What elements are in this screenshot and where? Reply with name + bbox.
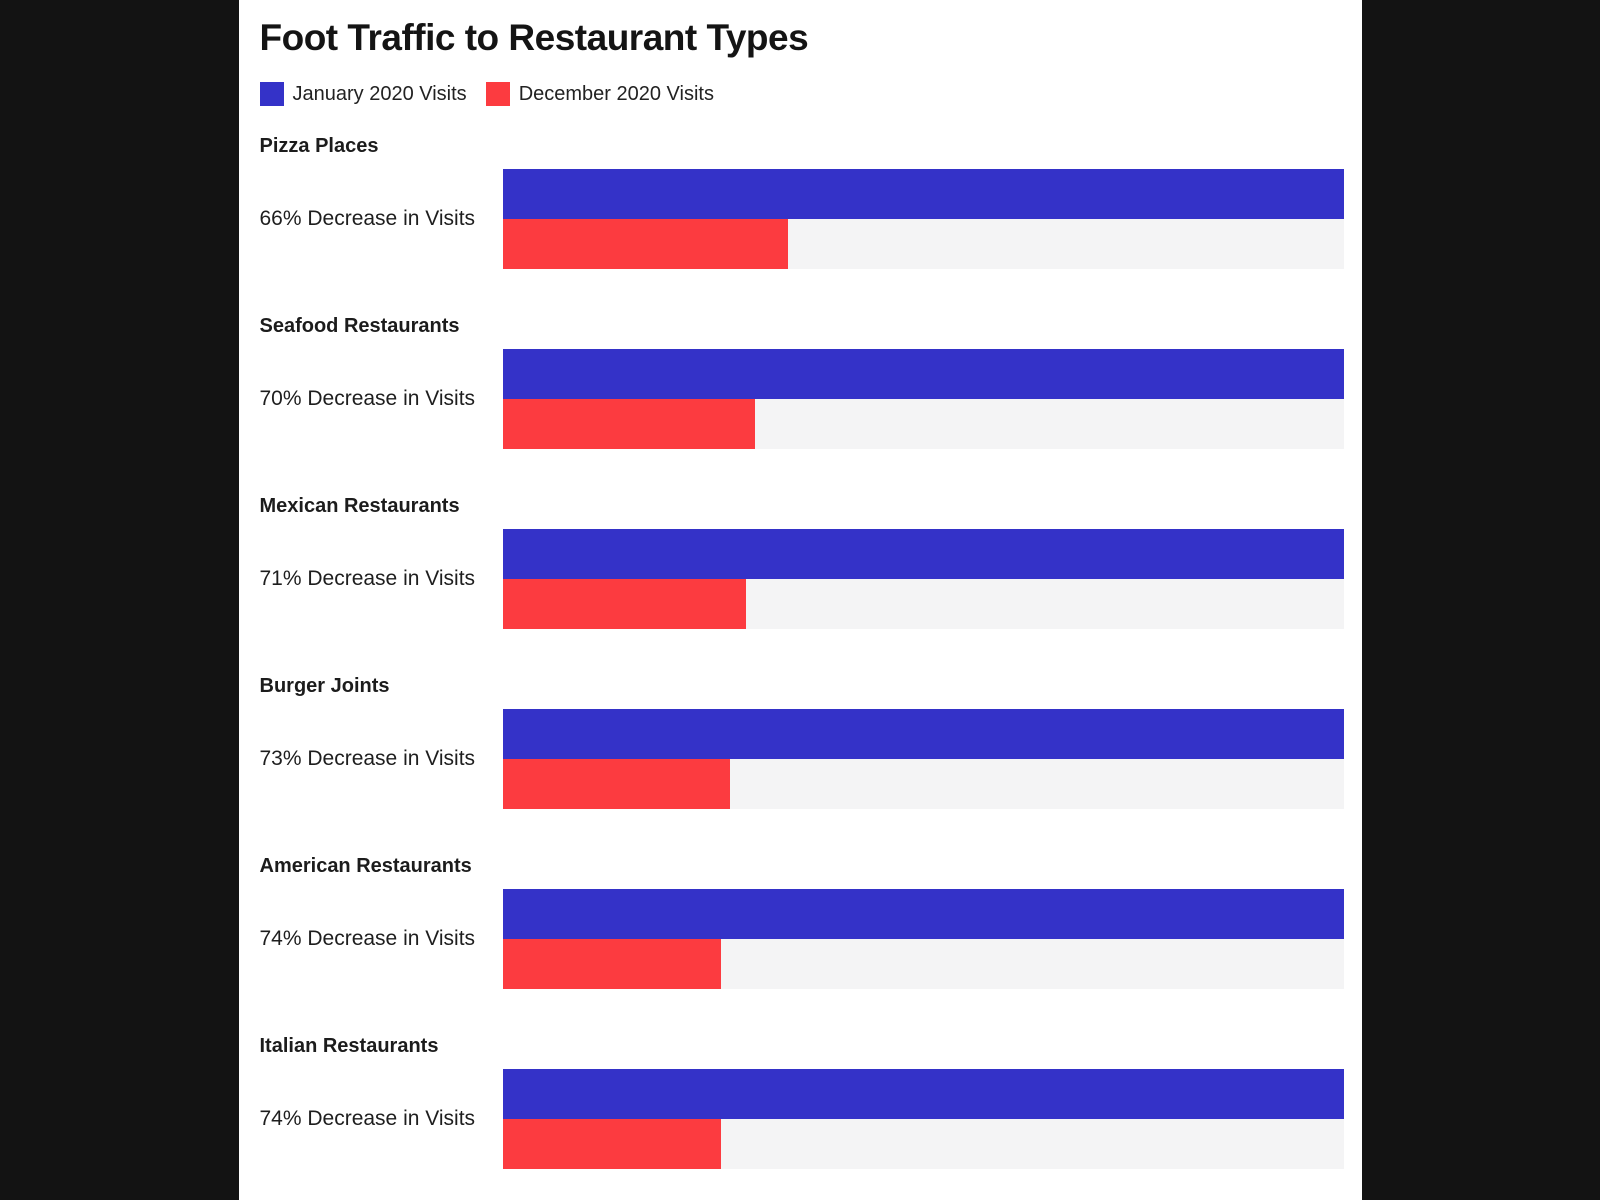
chart-row-american-restaurants: American Restaurants 74% Decrease in Vis… [260,855,1344,989]
decrease-label: 74% Decrease in Visits [259,927,476,950]
chart-row-seafood-restaurants: Seafood Restaurants 70% Decrease in Visi… [260,315,1344,449]
january-swatch-icon [259,82,284,106]
decrease-label: 66% Decrease in Visits [259,207,476,230]
january-bar-track [502,169,1344,219]
december-bar [502,1119,722,1169]
chart-row-burger-joints: Burger Joints 73% Decrease in Visits [260,675,1344,809]
bar-group [502,169,1344,269]
chart-title: Foot Traffic to Restaurant Types [259,17,809,58]
decrease-label: 70% Decrease in Visits [259,387,476,410]
decrease-label: 74% Decrease in Visits [259,1107,476,1130]
chart-row-italian-restaurants: Italian Restaurants 74% Decrease in Visi… [260,1035,1344,1169]
legend-label-december: December 2020 Visits [518,82,714,105]
december-bar [502,219,789,269]
january-bar [502,349,1344,399]
december-bar [502,939,722,989]
january-bar [502,169,1344,219]
legend-item-december: December 2020 Visits [485,82,714,106]
january-bar-track [502,1069,1344,1119]
december-bar-track [502,759,1344,809]
december-bar [502,399,755,449]
chart-legend: January 2020 Visits December 2020 Visits [259,82,1344,106]
category-heading: Italian Restaurants [259,1035,439,1057]
december-bar-track [502,1119,1344,1169]
row-body: 73% Decrease in Visits [260,709,1344,809]
category-heading: Pizza Places [259,135,379,157]
december-bar-track [502,399,1344,449]
bar-group [502,1069,1344,1169]
row-body: 74% Decrease in Visits [260,889,1344,989]
january-bar [502,889,1344,939]
bar-group [502,529,1344,629]
january-bar-track [502,889,1344,939]
legend-item-january: January 2020 Visits [259,82,467,106]
december-bar-track [502,579,1344,629]
chart-row-pizza-places: Pizza Places 66% Decrease in Visits [260,135,1344,269]
category-heading: Mexican Restaurants [259,495,460,517]
row-body: 66% Decrease in Visits [260,169,1344,269]
january-bar-track [502,349,1344,399]
january-bar [502,1069,1344,1119]
december-bar [502,579,747,629]
row-body: 71% Decrease in Visits [260,529,1344,629]
decrease-label: 71% Decrease in Visits [259,567,476,590]
row-body: 74% Decrease in Visits [260,1069,1344,1169]
january-bar [502,709,1344,759]
december-bar-track [502,219,1344,269]
chart-row-mexican-restaurants: Mexican Restaurants 71% Decrease in Visi… [260,495,1344,629]
january-bar [502,529,1344,579]
row-body: 70% Decrease in Visits [260,349,1344,449]
decrease-label: 73% Decrease in Visits [259,747,476,770]
category-heading: Burger Joints [259,675,390,697]
december-swatch-icon [485,82,510,106]
category-heading: American Restaurants [259,855,472,877]
december-bar [502,759,730,809]
bar-group [502,349,1344,449]
december-bar-track [502,939,1344,989]
bar-group [502,709,1344,809]
january-bar-track [502,529,1344,579]
category-heading: Seafood Restaurants [259,315,460,337]
january-bar-track [502,709,1344,759]
bar-group [502,889,1344,989]
chart-panel: Foot Traffic to Restaurant Types January… [238,0,1362,1200]
legend-label-january: January 2020 Visits [292,82,467,105]
